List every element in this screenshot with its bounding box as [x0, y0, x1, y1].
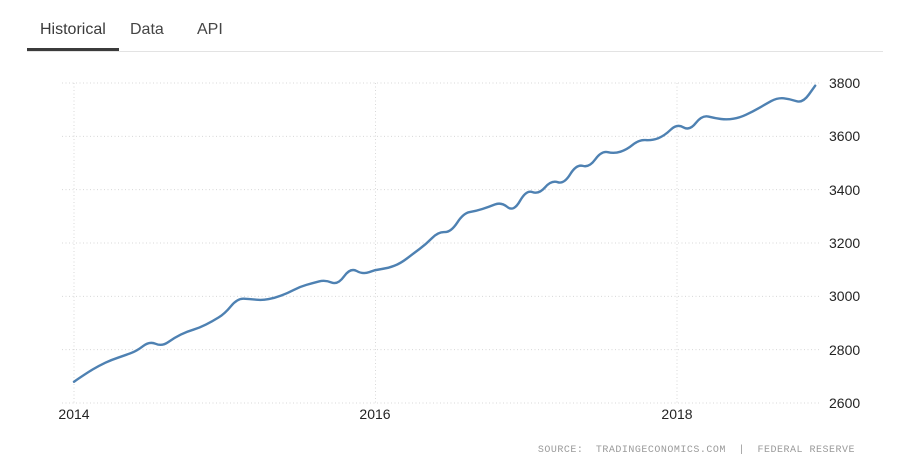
active-tab-underline: [27, 48, 119, 52]
tab-api[interactable]: API: [197, 21, 223, 38]
x-tick-label: 2016: [359, 406, 391, 422]
tab-historical[interactable]: Historical: [40, 21, 106, 38]
source-attribution: FEDERAL RESERVE: [757, 445, 855, 456]
source-label: SOURCE:: [537, 445, 584, 456]
y-tick-label: 3000: [829, 288, 861, 304]
tab-bar-separator: [27, 51, 883, 52]
x-tick-label: 2018: [661, 406, 693, 422]
y-tick-label: 2800: [829, 342, 861, 358]
x-tick-label: 2014: [58, 406, 90, 422]
source-separator: |: [738, 445, 745, 456]
source-credit: SOURCE: TRADINGECONOMICS.COM | FEDERAL R…: [538, 445, 855, 456]
y-tick-label: 3600: [829, 128, 861, 144]
source-provider: TRADINGECONOMICS.COM: [595, 445, 726, 456]
y-tick-label: 3400: [829, 182, 861, 198]
data-series-line: [72, 84, 817, 383]
y-tick-label: 2600: [829, 395, 861, 411]
y-tick-label: 3800: [829, 75, 861, 91]
tab-data[interactable]: Data: [130, 21, 164, 38]
y-tick-label: 3200: [829, 235, 861, 251]
